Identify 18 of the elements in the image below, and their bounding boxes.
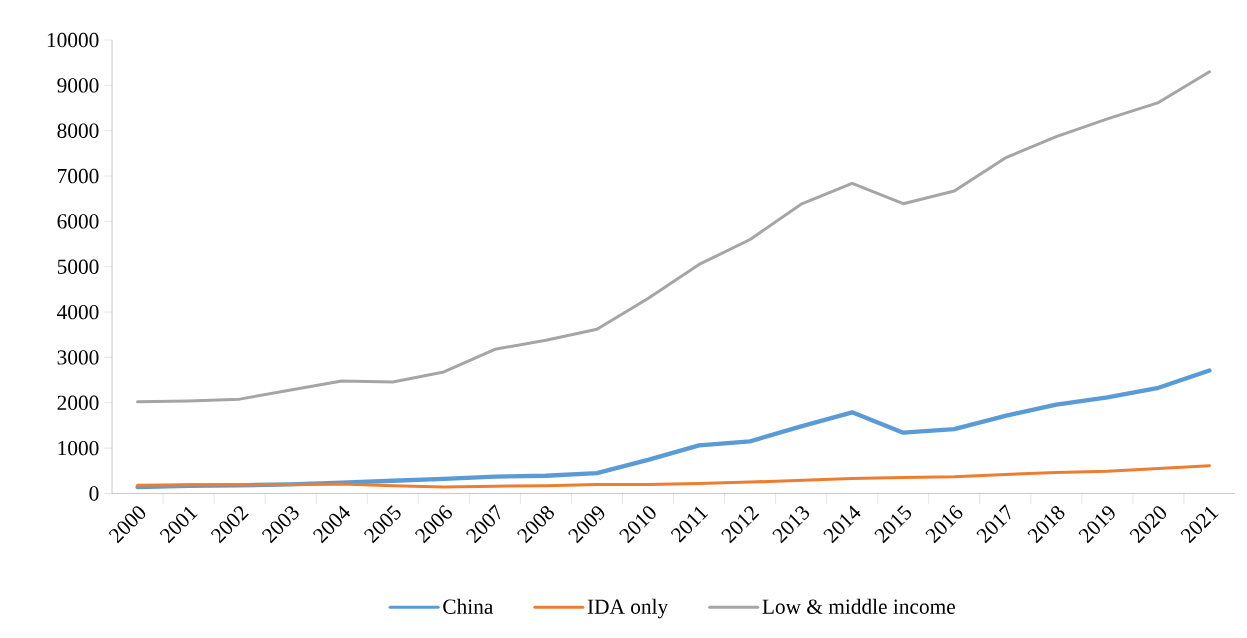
x-tick-label: 2001 [159,506,198,544]
y-tick-label: 2000 [57,395,99,410]
y-tick-label: 9000 [57,78,99,93]
y-tick-label: 5000 [57,259,99,274]
y-tick-label: 7000 [58,168,99,184]
y-tick-label: 0 [89,486,99,501]
x-tick-label: 2011 [670,506,709,543]
legend-label: Low & middle income [762,598,955,614]
y-tick-label: 8000 [57,123,99,138]
legend-label: IDA only [587,598,669,619]
legend-label: China [443,598,494,614]
y-tick-label: 3000 [57,350,99,365]
y-tick-label: 10000 [47,32,99,48]
x-tick-label: 2021 [1180,506,1219,544]
y-tick-label: 4000 [57,304,99,320]
y-tick-label: 1000 [58,440,99,456]
y-tick-label: 6000 [57,214,99,229]
line-series [136,70,1211,404]
